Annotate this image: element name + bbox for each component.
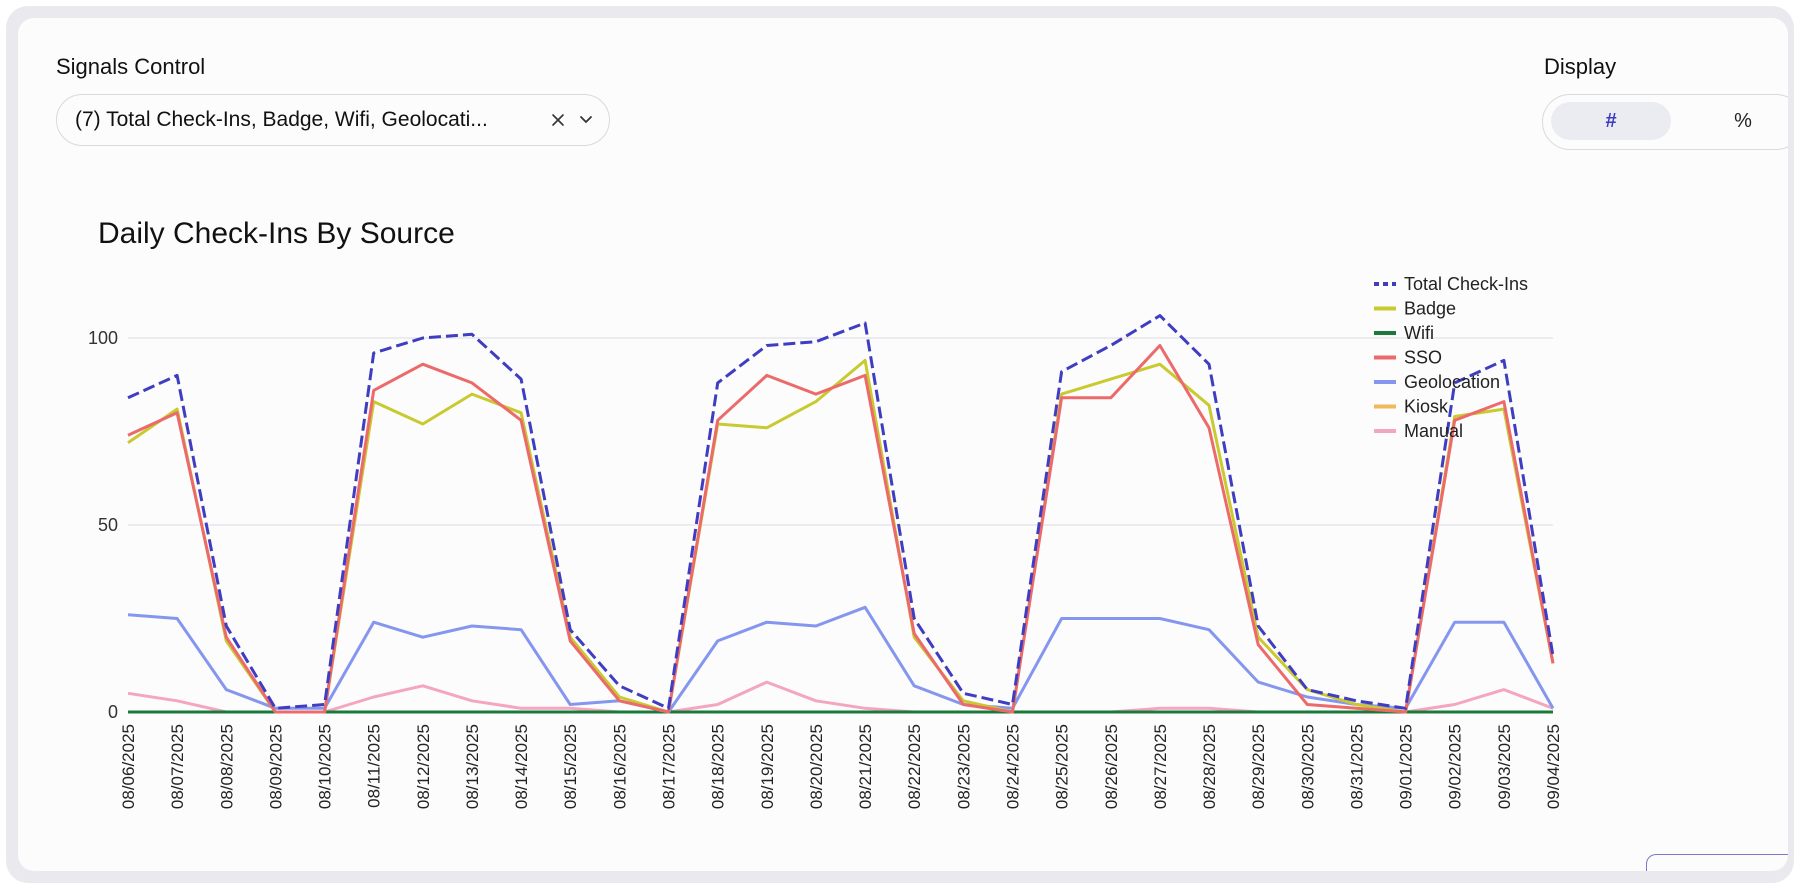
legend-item-label[interactable]: Geolocation (1404, 372, 1500, 392)
x-tick-label: 08/06/2025 (119, 724, 138, 809)
display-label: Display (1544, 54, 1617, 79)
x-tick-label: 08/21/2025 (856, 724, 875, 809)
x-tick-label: 08/26/2025 (1102, 724, 1121, 809)
x-axis: 08/06/2025 08/07/2025 08/08/2025 08/09/2025… (119, 724, 1563, 809)
legend-item-label[interactable]: Wifi (1404, 323, 1434, 343)
x-tick-label: 08/18/2025 (709, 724, 728, 809)
x-tick-label: 08/16/2025 (610, 724, 629, 809)
x-tick-label: 08/25/2025 (1053, 724, 1072, 809)
legend: Total Check-Ins Badge Wifi SSO Geolocation Ki… (1374, 274, 1528, 441)
x-tick-label: 08/07/2025 (168, 724, 187, 809)
y-tick-label: 100 (88, 328, 118, 348)
series-line-total-check-ins (127, 314, 1555, 710)
y-tick-label: 50 (98, 515, 118, 535)
x-tick-label: 08/23/2025 (954, 724, 973, 809)
display-toggle: # % (1542, 94, 1788, 150)
x-tick-label: 08/19/2025 (758, 724, 777, 809)
series-line-sso (127, 344, 1555, 714)
grid: 0 50 100 (88, 328, 1553, 722)
x-tick-label: 09/03/2025 (1495, 724, 1514, 809)
x-tick-label: 08/22/2025 (905, 724, 924, 809)
display-option-count[interactable]: # (1551, 102, 1671, 140)
app-frame: Signals Control (7) Total Check-Ins, Bad… (6, 6, 1794, 883)
chevron-down-icon[interactable] (577, 111, 595, 129)
legend-item-label[interactable]: Badge (1404, 299, 1456, 319)
close-icon[interactable] (549, 111, 567, 129)
x-tick-label: 08/17/2025 (660, 724, 679, 809)
x-tick-label: 08/13/2025 (463, 724, 482, 809)
signals-select[interactable]: (7) Total Check-Ins, Badge, Wifi, Geoloc… (56, 94, 610, 146)
series-lines (127, 314, 1555, 714)
line-chart: Daily Check-Ins By Source 0 50 100 08/06/2… (88, 217, 1563, 809)
x-tick-label: 08/31/2025 (1347, 724, 1366, 809)
x-tick-label: 08/27/2025 (1151, 724, 1170, 809)
x-tick-label: 09/01/2025 (1397, 724, 1416, 809)
x-tick-label: 08/12/2025 (414, 724, 433, 809)
legend-item-label[interactable]: Manual (1404, 421, 1463, 441)
x-tick-label: 08/24/2025 (1003, 724, 1022, 809)
x-tick-label: 09/04/2025 (1544, 724, 1563, 809)
signals-select-value: (7) Total Check-Ins, Badge, Wifi, Geoloc… (75, 108, 488, 131)
y-tick-label: 0 (108, 702, 118, 722)
signals-control-label: Signals Control (56, 54, 206, 79)
chart-title: Daily Check-Ins By Source (98, 217, 455, 250)
x-tick-label: 08/20/2025 (807, 724, 826, 809)
x-tick-label: 08/29/2025 (1249, 724, 1268, 809)
legend-item-label[interactable]: Total Check-Ins (1404, 274, 1528, 294)
legend-item-label[interactable]: Kiosk (1404, 397, 1449, 417)
series-line-geolocation (127, 605, 1555, 714)
chart-panel: Signals Control (7) Total Check-Ins, Bad… (18, 18, 1788, 871)
x-tick-label: 08/11/2025 (365, 724, 384, 808)
x-tick-label: 08/14/2025 (512, 724, 531, 809)
x-tick-label: 08/10/2025 (316, 724, 335, 809)
x-tick-label: 08/08/2025 (217, 724, 236, 809)
x-tick-label: 08/30/2025 (1298, 724, 1317, 809)
series-line-badge (127, 358, 1555, 714)
x-tick-label: 08/15/2025 (561, 724, 580, 809)
legend-item-label[interactable]: SSO (1404, 348, 1442, 368)
x-tick-label: 09/02/2025 (1446, 724, 1465, 809)
panel-corner-button[interactable] (1646, 854, 1788, 871)
x-tick-label: 08/09/2025 (266, 724, 285, 809)
x-tick-label: 08/28/2025 (1200, 724, 1219, 809)
display-option-percent[interactable]: % (1734, 110, 1752, 132)
